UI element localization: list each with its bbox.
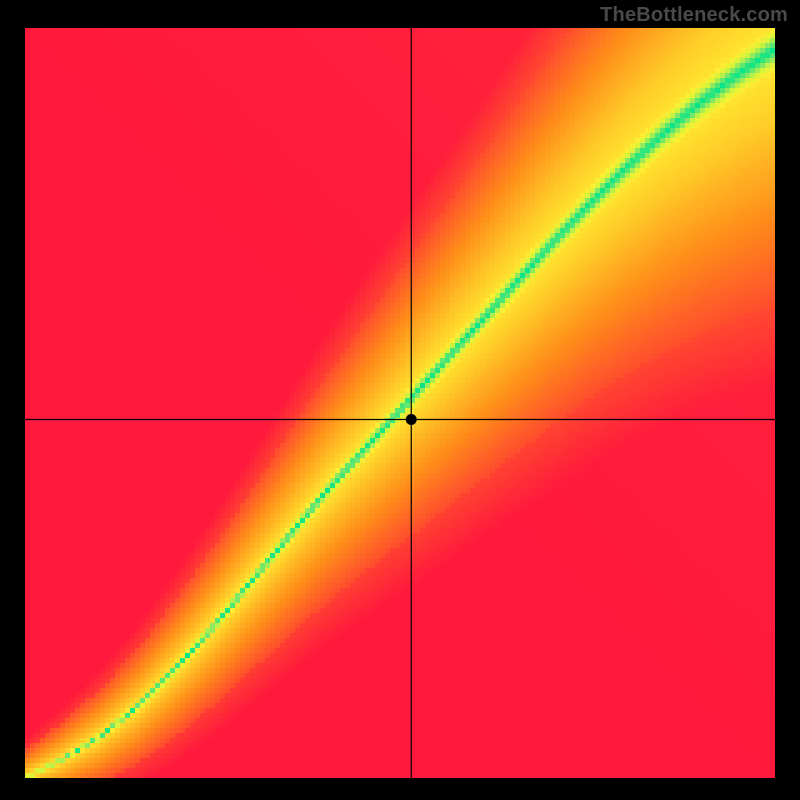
source-watermark: TheBottleneck.com: [600, 4, 788, 27]
chart-container: TheBottleneck.com: [0, 0, 800, 800]
bottleneck-heatmap: [25, 28, 775, 778]
